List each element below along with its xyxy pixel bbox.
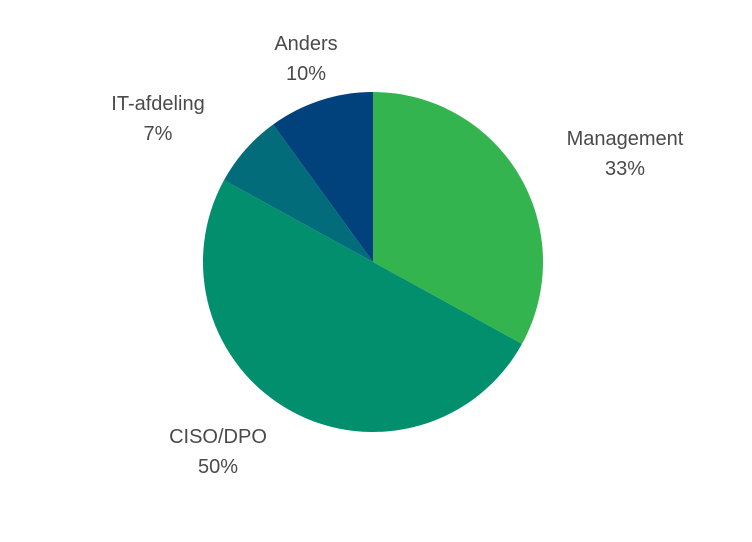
pie-slice-management: [373, 92, 543, 344]
slice-name-label: Anders: [274, 33, 337, 55]
pie-slice-it-afdeling: [224, 124, 373, 263]
slice-name-label: IT-afdeling: [111, 93, 204, 115]
slice-value-label: 10%: [286, 63, 326, 85]
pie-slice-anders: [273, 92, 373, 262]
slice-value-label: 50%: [198, 456, 238, 478]
slice-value-label: 7%: [144, 123, 173, 145]
pie-slice-ciso-dpo: [202, 180, 522, 433]
slice-value-label: 33%: [605, 158, 645, 180]
slice-name-label: CISO/DPO: [169, 426, 267, 448]
slice-name-label: Management: [567, 128, 684, 150]
